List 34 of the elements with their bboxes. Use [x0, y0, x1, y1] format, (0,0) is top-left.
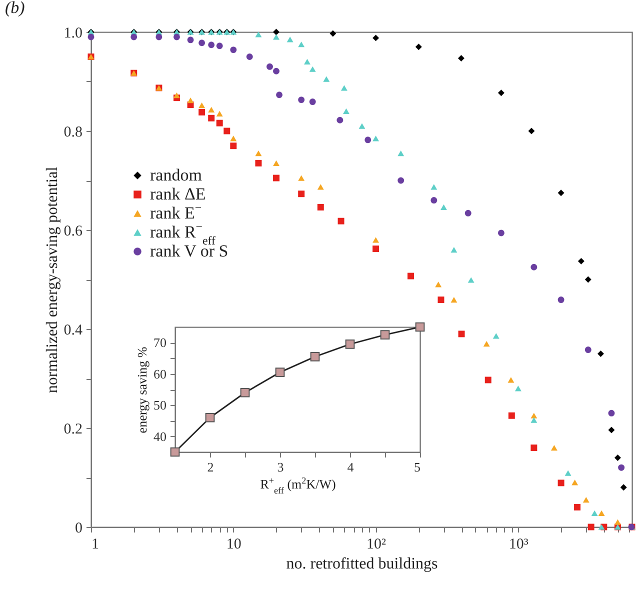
x-tick-label: 4: [347, 460, 354, 474]
y-tick-label: 1.0: [64, 26, 82, 42]
x-tick-label: 10³: [508, 536, 529, 552]
chart-title: (b): [5, 0, 26, 17]
point: [380, 330, 390, 340]
x-axis-title: R$^{+}$$_{eff}$ (m$^{2}$K/W): [260, 476, 336, 496]
y-tick-label: 0.6: [64, 224, 83, 240]
x-tick-label: 10²: [366, 536, 387, 552]
point: [345, 340, 355, 349]
legend-label: rank ΔE: [150, 184, 206, 204]
legend-label: random: [150, 166, 202, 184]
x-tick-label: 1: [92, 536, 99, 552]
x-axis-title: no. retrofitted buildings: [286, 556, 438, 572]
y-tick-label: 40: [154, 428, 166, 444]
x-tick-label: 3: [277, 460, 284, 474]
y-tick-label: 60: [154, 366, 166, 382]
x-tick-label: 2: [207, 460, 214, 474]
y-tick-label: 50: [154, 398, 166, 413]
x-tick-label: 5: [414, 460, 420, 474]
point: [310, 352, 320, 362]
point: [415, 322, 425, 332]
point: [205, 412, 215, 422]
y-tick-label: 0: [75, 520, 82, 536]
y-tick-label: 0.4: [64, 322, 83, 338]
y-tick-label: 0.8: [64, 124, 82, 140]
point: [240, 388, 250, 398]
y-axis-title: energy saving %: [134, 346, 150, 434]
point: [275, 368, 285, 377]
x-tick-label: 10: [226, 536, 242, 552]
point: [170, 447, 180, 457]
y-tick-label: 0.2: [64, 422, 82, 438]
y-tick-label: 70: [154, 335, 166, 350]
y-axis-title: normalized energy-saving potential: [44, 166, 61, 394]
legend-label: rank E$^{−}$: [150, 200, 202, 222]
